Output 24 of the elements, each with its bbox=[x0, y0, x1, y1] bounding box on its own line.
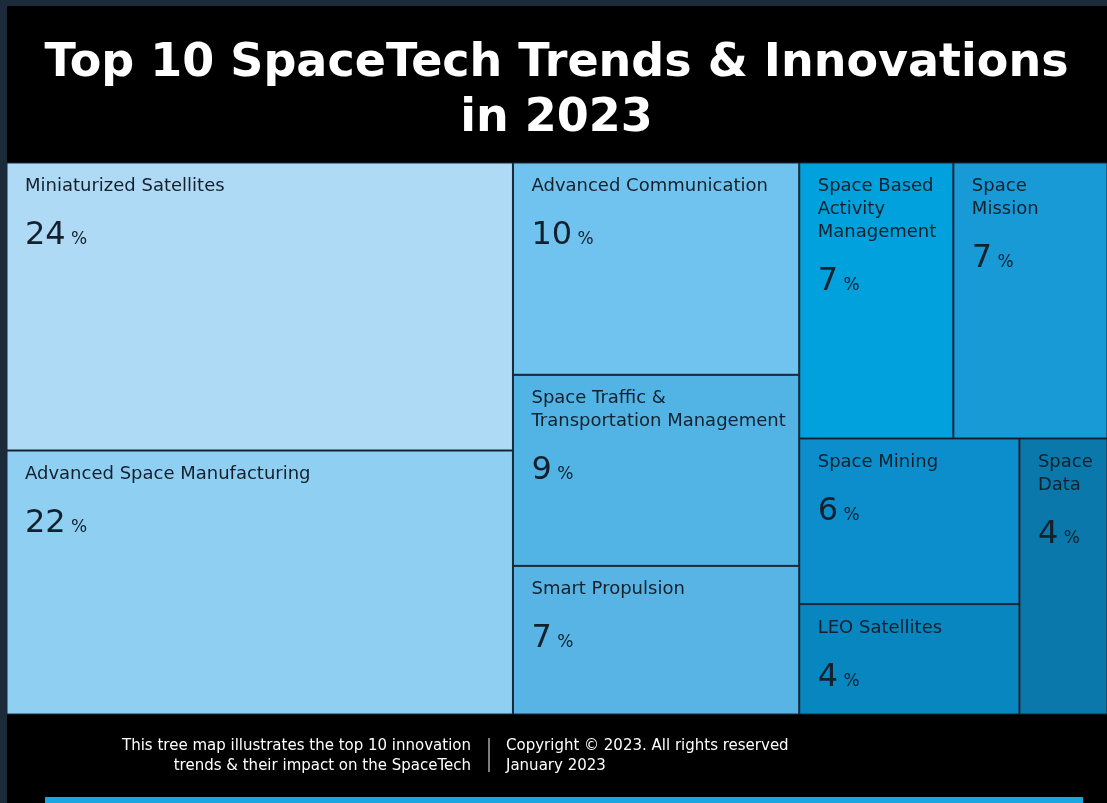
data-label: 7 % bbox=[971, 237, 1014, 275]
category-label: Advanced Space Manufacturing bbox=[25, 462, 311, 483]
category-label: Space Based Activity Management bbox=[817, 174, 937, 241]
data-label: 7 % bbox=[817, 260, 860, 298]
data-label: 7 % bbox=[531, 617, 574, 656]
data-label: 6 % bbox=[817, 490, 860, 528]
data-label: 22 % bbox=[25, 502, 88, 540]
text: Copyright © 2023. All rights reserved bbox=[506, 736, 789, 754]
category-label: Space Traffic & Transportation Management bbox=[530, 386, 786, 431]
text: This tree map illustrates the top 10 innovation trends & their impact on the SpaceTech bbox=[121, 736, 471, 774]
category-label: Smart Propulsion bbox=[531, 577, 685, 599]
category-label: Advanced Communication bbox=[531, 174, 768, 195]
category-label: Miniaturized Satellites bbox=[25, 174, 225, 195]
data-label: 9 % bbox=[531, 449, 574, 488]
data-label: 10 % bbox=[531, 214, 594, 252]
category-label: Space Data bbox=[1037, 450, 1093, 494]
data-label: 4 % bbox=[1037, 513, 1080, 551]
text: Top 10 SpaceTech Trends & Innovations in 2023 bbox=[44, 33, 1069, 142]
category-label: Space Mission bbox=[971, 174, 1039, 218]
data-label: 24 % bbox=[25, 214, 88, 252]
data-label: 4 % bbox=[817, 655, 860, 694]
category-label: LEO Satellites bbox=[817, 615, 943, 637]
text: January 2023 bbox=[505, 756, 606, 774]
category-label: Space Mining bbox=[817, 450, 939, 471]
